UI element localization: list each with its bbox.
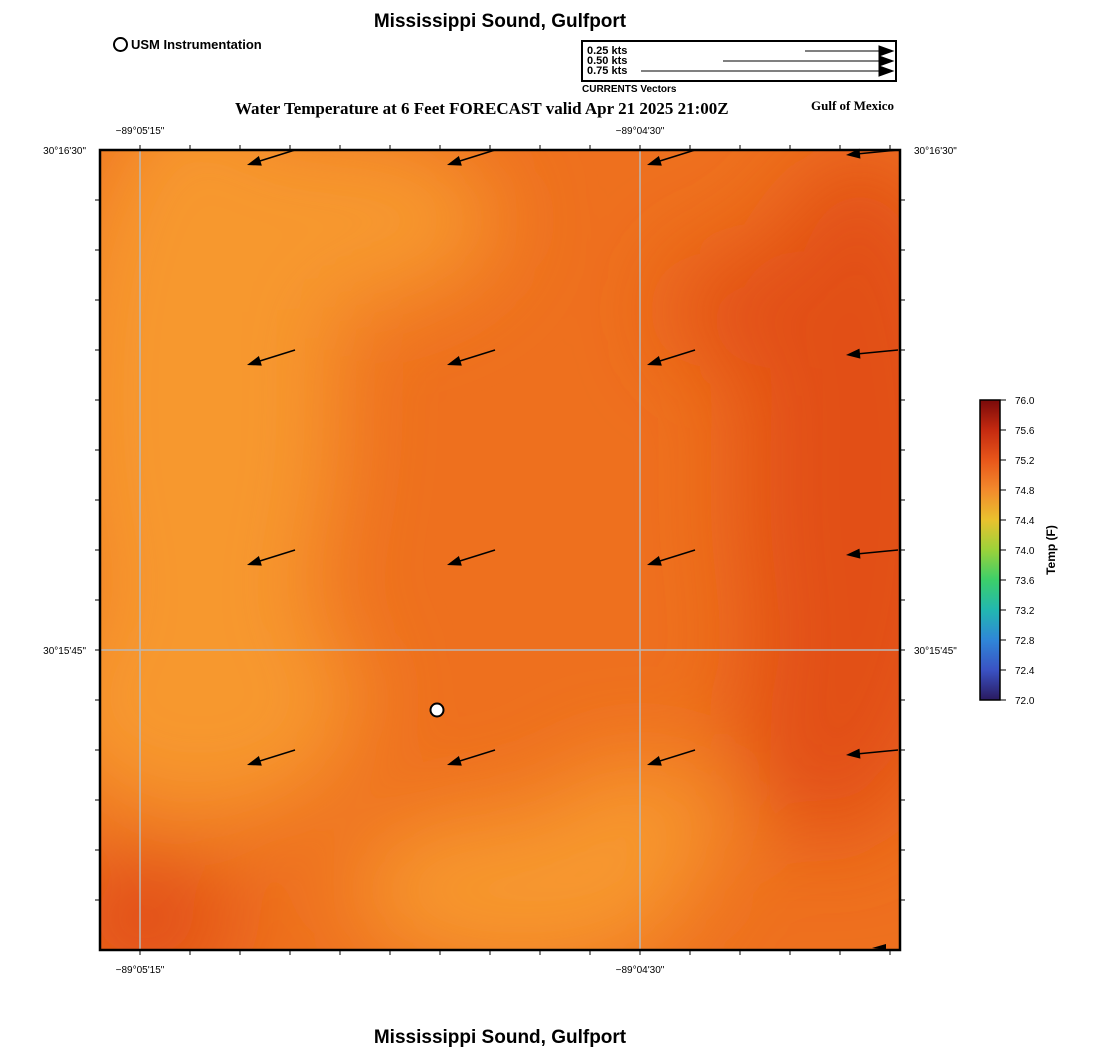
colorbar-ticks: 76.0 75.6 75.2 74.8 74.4 74.0 73.6 73.2 72.8 72.4… [1000, 396, 1035, 707]
vector-scale-arrows [641, 45, 895, 77]
vector-scale-legend: 0.25 kts 0.50 kts 0.75 kts [581, 40, 897, 82]
lat-label-left: 30°16'30" [43, 146, 86, 157]
graticule [100, 150, 900, 950]
colorbar: 76.0 75.6 75.2 74.8 74.4 74.0 73.6 73.2 72.8 72.4… [979, 396, 1058, 707]
lat-label-left: 30°15'45" [43, 646, 86, 657]
lon-label-top: −89°04'30" [616, 126, 665, 137]
colorbar-tick-label: 74.0 [1015, 546, 1035, 557]
colorbar-tick-label: 72.0 [1015, 696, 1035, 707]
arrowhead-icon [878, 45, 895, 57]
current-vectors [247, 148, 899, 950]
arrowhead-icon [878, 55, 895, 67]
current-vector-arrow [846, 748, 899, 759]
lat-label-right: 30°16'30" [914, 146, 957, 157]
colorbar-tick-label: 75.2 [1015, 456, 1035, 467]
map-title: Mississippi Sound, Gulfport [373, 11, 627, 32]
map-footer-title: Mississippi Sound, Gulfport [373, 1027, 627, 1048]
arrowhead-icon [878, 65, 895, 77]
current-vector-arrow [872, 944, 886, 950]
colorbar-tick-label: 72.4 [1015, 666, 1035, 677]
current-vector-arrow [447, 149, 496, 166]
vector-scale-label-075: 0.75 kts [587, 65, 628, 77]
colorbar-tick-label: 74.4 [1015, 516, 1035, 527]
usm-station-marker[interactable] [429, 702, 445, 718]
lon-label-top: −89°05'15" [116, 126, 165, 137]
current-vector-arrow [846, 348, 899, 359]
colorbar-tick-label: 75.6 [1015, 426, 1035, 437]
current-vector-arrow [247, 349, 296, 366]
station-marker-icon [113, 37, 128, 52]
current-vector-arrow [647, 149, 696, 166]
station-legend-label: USM Instrumentation [131, 37, 262, 52]
station-legend: USM Instrumentation [113, 37, 262, 52]
current-vector-arrow [247, 749, 296, 766]
current-vector-arrow [846, 148, 899, 159]
lon-label-bottom: −89°05'15" [116, 965, 165, 976]
vector-scale-label-025: 0.25 kts [587, 45, 628, 57]
frame-ticks [95, 145, 905, 955]
temperature-field [100, 150, 900, 950]
current-vector-arrow [447, 349, 496, 366]
colorbar-tick-label: 72.8 [1015, 636, 1035, 647]
colorbar-tick-label: 73.6 [1015, 576, 1035, 587]
current-vector-arrow [247, 149, 296, 166]
vector-scale-label-050: 0.50 kts [587, 55, 628, 67]
current-vector-arrow [647, 749, 696, 766]
current-vector-arrow [447, 549, 496, 566]
current-vector-arrow [846, 548, 899, 559]
lat-label-right: 30°15'45" [914, 646, 957, 657]
lon-label-bottom: −89°04'30" [616, 965, 665, 976]
colorbar-gradient [979, 399, 1001, 701]
colorbar-tick-label: 76.0 [1015, 396, 1035, 407]
colorbar-title: Temp (F) [1044, 525, 1058, 575]
colorbar-tick-label: 74.8 [1015, 486, 1035, 497]
vector-caption: CURRENTS Vectors [582, 84, 677, 95]
current-vector-arrow [647, 549, 696, 566]
colorbar-tick-label: 73.2 [1015, 606, 1035, 617]
current-vector-arrow [447, 749, 496, 766]
current-vector-arrow [647, 349, 696, 366]
region-label: Gulf of Mexico [811, 98, 895, 113]
current-vector-arrow [247, 549, 296, 566]
map-subtitle: Water Temperature at 6 Feet FORECAST val… [235, 99, 729, 118]
temperature-gradient [100, 150, 900, 950]
